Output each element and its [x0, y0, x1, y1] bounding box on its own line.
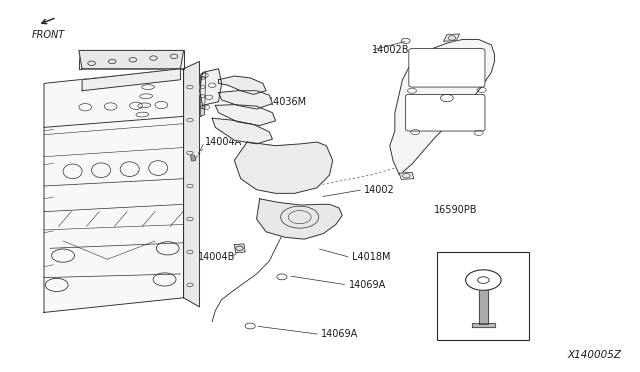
Polygon shape: [234, 244, 245, 253]
Text: L4018M: L4018M: [352, 253, 390, 263]
Polygon shape: [399, 173, 414, 179]
Polygon shape: [390, 39, 495, 175]
Polygon shape: [184, 61, 200, 307]
Polygon shape: [479, 291, 488, 324]
Polygon shape: [257, 199, 342, 239]
Text: 14002: 14002: [364, 185, 395, 195]
Polygon shape: [444, 34, 460, 41]
Polygon shape: [44, 69, 184, 312]
FancyBboxPatch shape: [406, 94, 485, 131]
Polygon shape: [82, 69, 180, 91]
Polygon shape: [212, 118, 273, 144]
Polygon shape: [234, 142, 333, 193]
Polygon shape: [191, 155, 196, 161]
Text: 14017G: 14017G: [463, 322, 502, 332]
Polygon shape: [79, 51, 184, 69]
Text: 14036M: 14036M: [268, 97, 307, 107]
Text: 14069A: 14069A: [321, 330, 358, 339]
Text: 14004B: 14004B: [198, 253, 236, 263]
Polygon shape: [200, 69, 221, 105]
Text: X140005Z: X140005Z: [568, 350, 621, 360]
Text: 14069A: 14069A: [349, 280, 386, 290]
Polygon shape: [79, 51, 184, 69]
Text: 14002B: 14002B: [372, 45, 410, 55]
Text: 16590PB: 16590PB: [434, 205, 477, 215]
Polygon shape: [218, 91, 273, 109]
Polygon shape: [218, 76, 266, 94]
Polygon shape: [215, 105, 276, 125]
Polygon shape: [472, 323, 495, 327]
Polygon shape: [201, 73, 206, 116]
Text: 14004A: 14004A: [205, 137, 242, 147]
Text: FRONT: FRONT: [32, 30, 65, 40]
Bar: [437, 252, 529, 340]
FancyBboxPatch shape: [409, 49, 485, 87]
Text: (W/O COVER): (W/O COVER): [450, 256, 515, 266]
